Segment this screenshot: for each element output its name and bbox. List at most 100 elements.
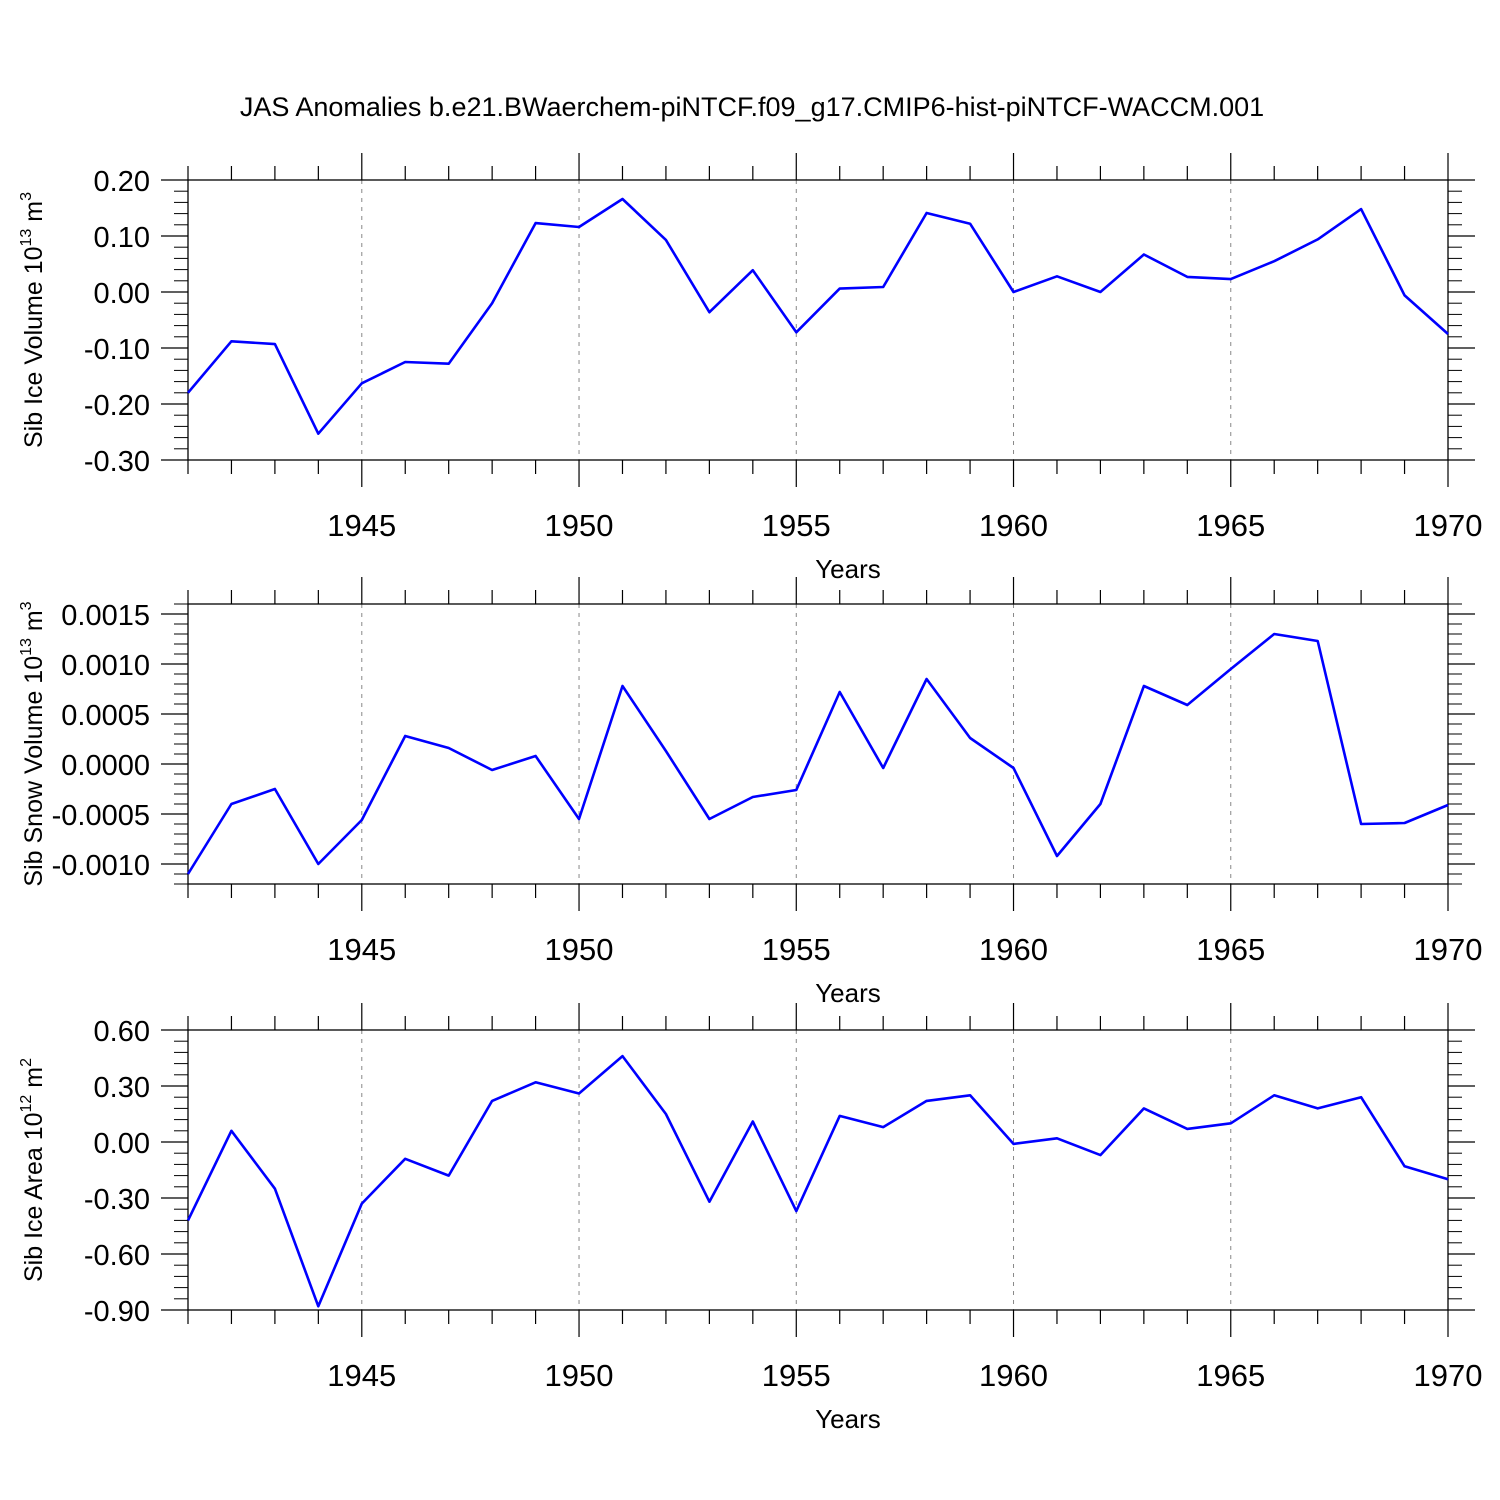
data-point-1945: [360, 818, 364, 822]
data-point-1950: [577, 1091, 581, 1095]
chart-panel-3: -0.90 -0.60 -0.30 0.00 0.30 0.60 1945 1950 1955 1…: [18, 1003, 1482, 1434]
data-point-1969: [1403, 1164, 1407, 1168]
data-point-1967: [1316, 237, 1320, 241]
data-point-1964: [1185, 275, 1189, 279]
data-point-1963: [1142, 684, 1146, 688]
xtick-label: 1945: [327, 508, 396, 543]
data-point-1958: [925, 677, 929, 681]
data-point-1952: [664, 238, 668, 242]
x-axis-label: Years: [815, 1404, 881, 1434]
data-point-1943: [273, 1187, 277, 1191]
xtick-label: 1955: [762, 932, 831, 967]
data-point-1959: [968, 1093, 972, 1097]
data-point-1954: [751, 1119, 755, 1123]
x-axis-label: Years: [815, 554, 881, 584]
data-point-1961: [1055, 854, 1059, 858]
data-point-1962: [1098, 1153, 1102, 1157]
xtick-label: 1960: [979, 932, 1048, 967]
xtick-label: 1970: [1414, 932, 1483, 967]
data-point-1952: [664, 749, 668, 753]
data-point-1951: [620, 684, 624, 688]
data-point-1970: [1446, 1177, 1450, 1181]
ytick-label: 0.0005: [61, 700, 150, 732]
data-point-1949: [534, 221, 538, 225]
data-point-1955: [794, 788, 798, 792]
data-point-1941: [186, 872, 190, 876]
ytick-label: 0.00: [94, 278, 150, 310]
ytick-label: -0.0005: [52, 800, 150, 832]
series-line: [186, 1054, 1449, 1308]
ylabel-exponent: 13: [18, 229, 35, 247]
xtick-label: 1950: [545, 932, 614, 967]
ytick-label: 0.0000: [61, 750, 150, 782]
data-point-1957: [881, 285, 885, 289]
chart-title: JAS Anomalies b.e21.BWaerchem-piNTCF.f09…: [240, 92, 1264, 122]
data-point-1948: [490, 1099, 494, 1103]
ylabel-exponent: 12: [18, 1095, 35, 1113]
xtick-label: 1965: [1196, 1358, 1265, 1393]
ylabel-text: Sib Ice Volume 10: [20, 246, 48, 448]
data-point-1970: [1446, 803, 1450, 807]
xtick-label: 1970: [1414, 1358, 1483, 1393]
ytick-label: 0.30: [94, 1072, 150, 1104]
xtick-label: 1960: [979, 1358, 1048, 1393]
data-point-1966: [1272, 632, 1276, 636]
ylabel-unit-exponent: 2: [18, 1058, 35, 1067]
data-point-1967: [1316, 639, 1320, 643]
y-axis-label: Sib Ice Area 1012 m2: [18, 1058, 48, 1282]
xtick-label: 1965: [1196, 508, 1265, 543]
ytick-label: 0.60: [94, 1016, 150, 1048]
data-point-1950: [577, 225, 581, 229]
ytick-label: -0.30: [84, 1184, 150, 1216]
data-point-1945: [360, 1202, 364, 1206]
y-axis-label-group: Sib Ice Volume 1013 m3: [18, 192, 48, 448]
data-point-1956: [838, 1114, 842, 1118]
data-point-1958: [925, 1099, 929, 1103]
data-point-1949: [534, 1080, 538, 1084]
data-point-1941: [186, 1218, 190, 1222]
data-point-1965: [1229, 667, 1233, 671]
data-point-1957: [881, 766, 885, 770]
data-point-1943: [273, 342, 277, 346]
xtick-label: 1950: [545, 1358, 614, 1393]
data-point-1969: [1403, 821, 1407, 825]
data-point-1944: [316, 432, 320, 436]
panels: -0.30 -0.20 -0.10 0.00 0.10 0.20 1945 1950 1955 1…: [18, 153, 1482, 1434]
data-point-1965: [1229, 277, 1233, 281]
data-point-1954: [751, 268, 755, 272]
ytick-label: -0.0010: [52, 850, 150, 882]
x-axis-label: Years: [815, 978, 881, 1008]
data-point-1955: [794, 330, 798, 334]
data-point-1960: [1012, 290, 1016, 294]
chart-panel-1: -0.30 -0.20 -0.10 0.00 0.10 0.20 1945 1950 1955 1…: [18, 153, 1482, 584]
data-point-1964: [1185, 703, 1189, 707]
ylabel-text: Sib Ice Area 10: [20, 1112, 48, 1282]
data-point-1968: [1359, 822, 1363, 826]
series-line: [187, 197, 1449, 436]
ylabel-unit: m: [20, 610, 48, 638]
ylabel-unit-exponent: 3: [18, 601, 35, 610]
data-point-1946: [403, 734, 407, 738]
xtick-label: 1970: [1414, 508, 1483, 543]
data-point-1961: [1055, 1136, 1059, 1140]
ytick-label: -0.10: [84, 334, 150, 366]
ytick-label: 0.20: [94, 166, 150, 198]
data-point-1950: [577, 817, 581, 821]
xtick-label: 1960: [979, 508, 1048, 543]
data-point-1966: [1272, 259, 1276, 263]
ytick-label: 0.10: [94, 222, 150, 254]
y-axis-label: Sib Ice Volume 1013 m3: [18, 192, 48, 448]
data-point-1942: [229, 1129, 233, 1133]
xtick-label: 1950: [545, 508, 614, 543]
data-point-1967: [1316, 1106, 1320, 1110]
ylabel-unit: m: [20, 201, 48, 229]
plot-frame: [187, 179, 1449, 461]
chart-panel-2: -0.0010 -0.0005 0.0000 0.0005 0.0010 0.0015 19…: [18, 577, 1482, 1008]
data-point-1956: [838, 690, 842, 694]
data-point-1955: [794, 1209, 798, 1213]
data-point-1960: [1012, 766, 1016, 770]
xtick-label: 1945: [327, 932, 396, 967]
data-point-1946: [403, 360, 407, 364]
series-line: [186, 632, 1449, 875]
ytick-label: -0.30: [84, 446, 150, 478]
